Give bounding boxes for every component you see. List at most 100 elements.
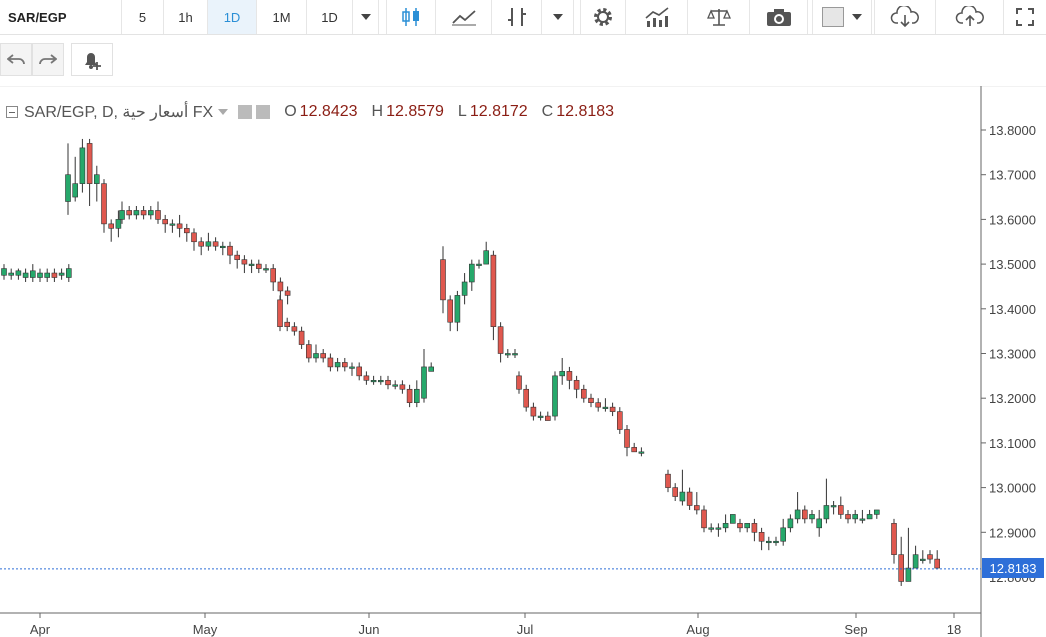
interval-custom-button[interactable]: 1D xyxy=(307,0,353,34)
candle[interactable] xyxy=(927,550,933,564)
candle[interactable] xyxy=(737,518,743,533)
candle[interactable] xyxy=(686,487,693,510)
candle[interactable] xyxy=(537,411,544,421)
interval-1m-button[interactable]: 1M xyxy=(257,0,307,34)
compare-scale-button[interactable] xyxy=(688,0,750,34)
candle[interactable] xyxy=(483,241,490,265)
price-chart[interactable]: 13.8000 13.7000 13.6000 13.5000 13.4000 13.30… xyxy=(0,86,1046,637)
candle[interactable] xyxy=(616,407,623,434)
candle[interactable] xyxy=(148,205,154,220)
candle[interactable] xyxy=(8,268,14,280)
candle[interactable] xyxy=(79,138,86,193)
candle[interactable] xyxy=(313,344,319,363)
candle[interactable] xyxy=(212,237,219,251)
price-scale[interactable]: 13.8000 13.7000 13.6000 13.5000 13.4000 13.30… xyxy=(981,123,1036,585)
candle[interactable] xyxy=(1,264,7,280)
candle[interactable] xyxy=(544,411,551,421)
candle[interactable] xyxy=(638,447,645,457)
candle[interactable] xyxy=(191,228,197,251)
candle[interactable] xyxy=(773,536,779,546)
candle[interactable] xyxy=(701,505,707,533)
candle[interactable] xyxy=(602,398,609,412)
candle[interactable] xyxy=(530,402,537,421)
candle[interactable] xyxy=(905,527,912,582)
collapse-legend-icon[interactable] xyxy=(6,106,18,118)
candle[interactable] xyxy=(873,509,880,519)
interval-1d-button[interactable]: 1D xyxy=(208,0,257,34)
candle[interactable] xyxy=(184,223,190,242)
candle[interactable] xyxy=(234,250,240,269)
compare-button[interactable] xyxy=(492,0,542,34)
undo-button[interactable] xyxy=(0,43,32,76)
candle[interactable] xyxy=(51,268,58,282)
candle[interactable] xyxy=(559,357,566,385)
candle[interactable] xyxy=(447,295,454,332)
candle[interactable] xyxy=(708,523,715,533)
interval-dropdown-button[interactable] xyxy=(353,0,379,34)
candle[interactable] xyxy=(15,268,22,280)
candle[interactable] xyxy=(744,523,751,533)
candle[interactable] xyxy=(327,353,334,372)
candle[interactable] xyxy=(205,232,212,251)
candle[interactable] xyxy=(758,527,765,551)
candle[interactable] xyxy=(845,509,851,524)
candle[interactable] xyxy=(86,138,93,206)
candle[interactable] xyxy=(66,264,72,282)
candle[interactable] xyxy=(588,393,594,408)
candle[interactable] xyxy=(461,273,468,305)
candle[interactable] xyxy=(624,425,630,457)
candle[interactable] xyxy=(22,268,29,282)
candles-style-button[interactable] xyxy=(386,0,436,34)
candle[interactable] xyxy=(115,210,122,238)
candle[interactable] xyxy=(919,550,926,564)
symbol-search-input[interactable]: SAR/EGP xyxy=(0,0,122,34)
candle[interactable] xyxy=(729,514,736,524)
redo-button[interactable] xyxy=(32,43,64,76)
compare-dropdown-button[interactable] xyxy=(542,0,574,34)
candle[interactable] xyxy=(341,357,348,372)
candle[interactable] xyxy=(241,255,248,274)
candle[interactable] xyxy=(227,241,233,265)
time-scale[interactable]: Apr May Jun Jul Aug Sep 18 xyxy=(30,613,961,637)
chart-area[interactable]: 13.8000 13.7000 13.6000 13.5000 13.4000 13.30… xyxy=(0,86,1046,637)
candle[interactable] xyxy=(934,550,941,569)
settings-button[interactable] xyxy=(580,0,626,34)
candle[interactable] xyxy=(162,214,168,233)
candle[interactable] xyxy=(476,259,482,269)
candle[interactable] xyxy=(454,290,461,332)
candle[interactable] xyxy=(65,143,71,215)
candle[interactable] xyxy=(516,371,522,394)
candle[interactable] xyxy=(852,509,859,524)
candle[interactable] xyxy=(277,295,283,332)
candle[interactable] xyxy=(497,322,504,363)
candle[interactable] xyxy=(349,362,355,376)
candle[interactable] xyxy=(816,509,823,537)
chevron-down-icon[interactable] xyxy=(218,109,229,115)
interval-1h-button[interactable]: 1h xyxy=(164,0,208,34)
candle[interactable] xyxy=(751,518,758,542)
candle[interactable] xyxy=(440,246,446,314)
candle[interactable] xyxy=(665,469,671,493)
candle[interactable] xyxy=(198,237,204,256)
candle[interactable] xyxy=(169,219,176,233)
candle[interactable] xyxy=(255,259,262,274)
save-layout-button[interactable] xyxy=(936,0,1004,34)
visibility-icon[interactable] xyxy=(238,105,253,119)
candle[interactable] xyxy=(284,317,291,332)
candle[interactable] xyxy=(801,505,808,524)
candle[interactable] xyxy=(765,536,772,551)
candle[interactable] xyxy=(566,366,573,390)
candle[interactable] xyxy=(101,179,107,233)
candle[interactable] xyxy=(320,349,327,363)
candle[interactable] xyxy=(413,380,420,408)
candle[interactable] xyxy=(679,469,686,506)
candle[interactable] xyxy=(284,286,291,305)
candle[interactable] xyxy=(334,357,341,372)
candle[interactable] xyxy=(859,509,866,524)
candle[interactable] xyxy=(248,259,255,274)
candle[interactable] xyxy=(363,371,370,385)
candle[interactable] xyxy=(891,518,897,564)
candle[interactable] xyxy=(29,264,36,282)
financials-button[interactable] xyxy=(626,0,688,34)
candle[interactable] xyxy=(58,268,65,280)
